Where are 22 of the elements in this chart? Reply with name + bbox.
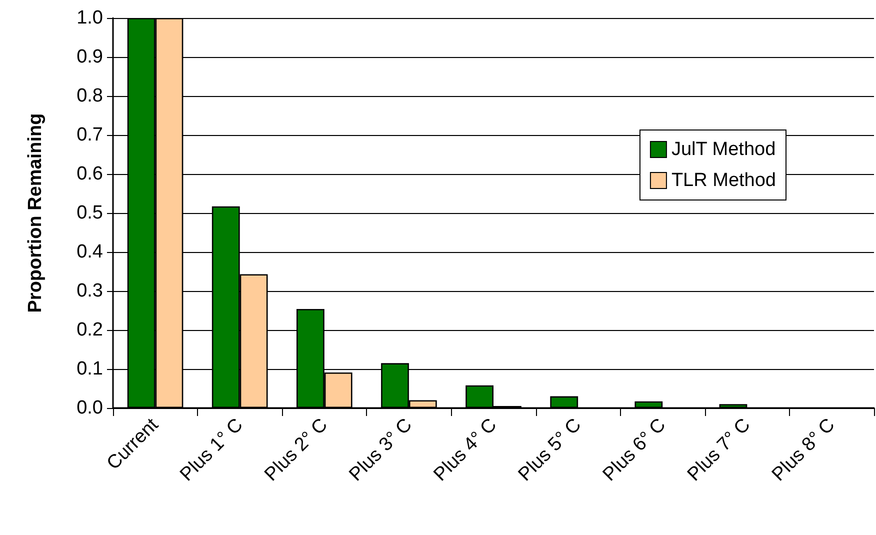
y-axis-title: Proportion Remaining (25, 113, 46, 313)
y-tick-label: 0.7 (76, 124, 103, 146)
x-tick-label: Plus 6° C (599, 414, 670, 486)
y-tick-label: 0.6 (76, 164, 103, 184)
y-tick-label: 0.8 (76, 86, 103, 106)
legend-label: TLR Method (671, 170, 776, 191)
legend-label: JulT Method (671, 139, 776, 160)
x-tick-label: Plus 5° C (514, 414, 586, 486)
y-tick-label: 0.0 (76, 398, 103, 418)
x-tick-label: Plus 3° C (345, 414, 416, 486)
x-tick-label: Plus 4° C (430, 414, 501, 486)
y-tick-label: 0.4 (76, 242, 104, 262)
y-tick-label: 0.1 (76, 358, 103, 380)
x-tick-label: Plus 1° C (176, 414, 248, 486)
y-tick-label: 0.5 (76, 202, 103, 224)
y-tick-label: 0.3 (76, 280, 103, 302)
y-tick-label: 1.0 (76, 8, 103, 28)
y-tick-label: 0.9 (76, 46, 103, 68)
x-tick-label: Plus 2° C (260, 414, 332, 486)
x-tick-label: Plus 8° C (768, 414, 840, 486)
x-tick-label: Plus 7° C (684, 414, 755, 486)
y-tick-label: 0.2 (76, 320, 103, 340)
